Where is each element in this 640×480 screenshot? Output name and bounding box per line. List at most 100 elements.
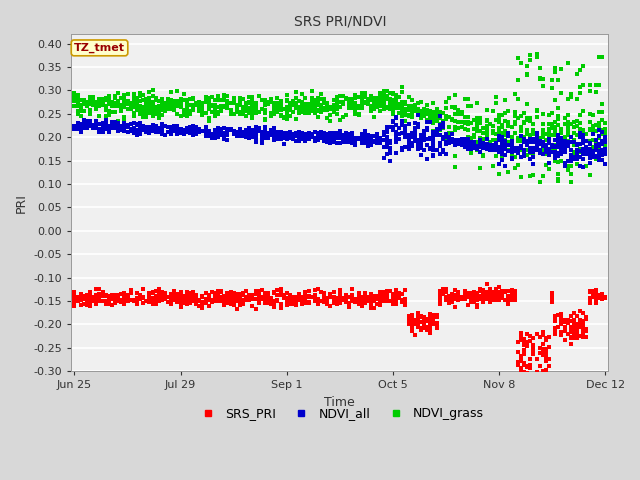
NDVI_all [410, 127, 420, 134]
NDVI_grass [600, 130, 611, 138]
NDVI_grass [157, 100, 167, 108]
SRS_PRI [391, 291, 401, 299]
NDVI_grass [491, 130, 501, 138]
SRS_PRI [225, 297, 236, 304]
NDVI_all [194, 128, 204, 135]
NDVI_grass [307, 101, 317, 109]
SRS_PRI [319, 293, 330, 300]
NDVI_grass [463, 133, 473, 141]
NDVI_grass [538, 120, 548, 128]
SRS_PRI [591, 299, 601, 306]
SRS_PRI [85, 291, 95, 299]
NDVI_grass [307, 98, 317, 106]
NDVI_all [97, 128, 108, 135]
SRS_PRI [175, 289, 186, 297]
NDVI_grass [125, 99, 136, 107]
SRS_PRI [453, 291, 463, 299]
NDVI_all [456, 135, 467, 143]
NDVI_all [210, 130, 220, 137]
NDVI_all [391, 131, 401, 138]
NDVI_grass [188, 94, 198, 102]
SRS_PRI [600, 294, 611, 302]
NDVI_grass [569, 123, 579, 131]
NDVI_all [519, 138, 529, 146]
SRS_PRI [182, 288, 192, 296]
NDVI_all [447, 135, 458, 143]
NDVI_all [285, 131, 295, 139]
SRS_PRI [310, 295, 320, 303]
SRS_PRI [425, 315, 435, 323]
NDVI_all [141, 123, 152, 131]
NDVI_all [341, 134, 351, 142]
NDVI_grass [338, 113, 348, 121]
NDVI_grass [69, 97, 79, 105]
SRS_PRI [253, 297, 264, 305]
SRS_PRI [491, 291, 501, 299]
SRS_PRI [450, 292, 460, 300]
NDVI_grass [79, 108, 89, 115]
NDVI_all [82, 121, 92, 129]
NDVI_all [169, 125, 179, 132]
NDVI_all [335, 134, 345, 142]
NDVI_grass [94, 95, 104, 103]
SRS_PRI [338, 294, 348, 302]
SRS_PRI [572, 320, 582, 327]
NDVI_all [525, 155, 536, 162]
SRS_PRI [419, 321, 429, 328]
SRS_PRI [519, 336, 529, 343]
NDVI_all [463, 140, 473, 148]
NDVI_all [494, 147, 504, 155]
NDVI_all [291, 129, 301, 137]
NDVI_grass [522, 139, 532, 147]
SRS_PRI [110, 291, 120, 299]
SRS_PRI [541, 357, 551, 364]
NDVI_grass [460, 125, 470, 132]
SRS_PRI [450, 295, 460, 302]
NDVI_all [188, 125, 198, 132]
NDVI_grass [182, 108, 192, 115]
NDVI_grass [591, 139, 601, 147]
NDVI_all [322, 138, 332, 146]
NDVI_all [300, 130, 310, 138]
SRS_PRI [260, 288, 270, 296]
NDVI_all [79, 117, 89, 125]
NDVI_grass [144, 105, 154, 112]
SRS_PRI [235, 297, 245, 304]
SRS_PRI [435, 287, 445, 295]
NDVI_grass [104, 107, 114, 115]
NDVI_all [97, 120, 108, 127]
NDVI_all [228, 130, 239, 137]
SRS_PRI [225, 288, 236, 296]
SRS_PRI [104, 293, 114, 301]
SRS_PRI [578, 326, 588, 334]
NDVI_all [372, 130, 383, 138]
NDVI_grass [200, 97, 211, 105]
NDVI_all [475, 142, 485, 150]
SRS_PRI [556, 315, 566, 323]
SRS_PRI [500, 288, 511, 296]
NDVI_grass [550, 126, 561, 133]
NDVI_all [488, 146, 498, 154]
NDVI_grass [447, 130, 458, 137]
NDVI_grass [375, 94, 385, 102]
NDVI_all [422, 135, 433, 143]
NDVI_all [328, 133, 339, 141]
NDVI_all [207, 131, 217, 138]
NDVI_grass [72, 93, 83, 101]
NDVI_all [88, 122, 99, 130]
NDVI_all [200, 130, 211, 138]
NDVI_grass [363, 98, 373, 106]
NDVI_grass [366, 102, 376, 110]
SRS_PRI [85, 295, 95, 302]
NDVI_grass [494, 143, 504, 151]
NDVI_all [466, 142, 476, 149]
SRS_PRI [316, 297, 326, 304]
NDVI_grass [466, 144, 476, 152]
NDVI_grass [500, 136, 511, 144]
NDVI_all [522, 142, 532, 149]
NDVI_grass [425, 112, 435, 120]
SRS_PRI [216, 297, 227, 305]
NDVI_all [356, 133, 367, 141]
NDVI_grass [169, 101, 179, 109]
SRS_PRI [516, 352, 526, 360]
